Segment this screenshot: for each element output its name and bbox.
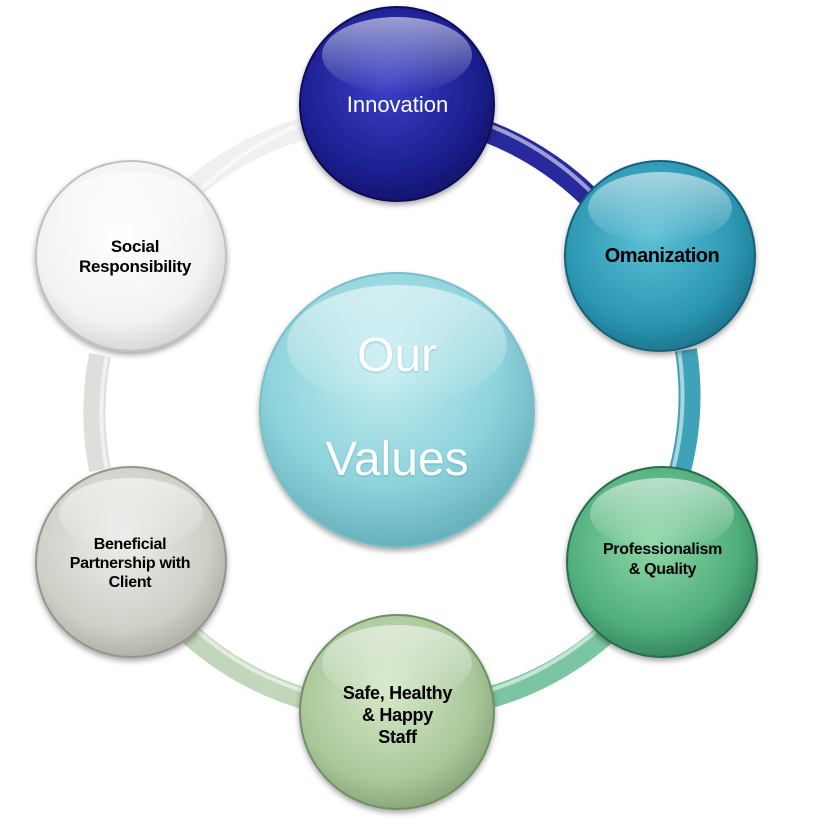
node-safe	[299, 614, 495, 810]
center-circle	[259, 272, 535, 548]
node-innovation	[299, 6, 495, 202]
node-omanization	[564, 160, 756, 352]
node-beneficial	[35, 466, 227, 658]
arc-safe-beneficial	[177, 621, 314, 711]
node-professionalism	[566, 466, 758, 658]
arc-beneficial-social	[83, 352, 111, 473]
arc-omanization-professionalism	[669, 348, 701, 473]
arc-professionalism-safe	[477, 621, 618, 711]
node-social	[35, 160, 227, 352]
